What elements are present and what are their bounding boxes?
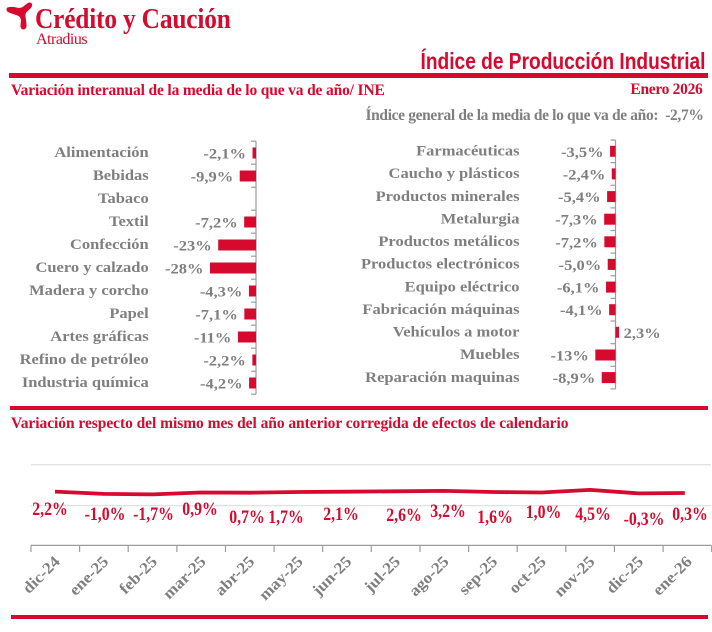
- svg-text:-7,3%: -7,3%: [555, 212, 598, 228]
- svg-text:dic-25: dic-25: [602, 552, 647, 597]
- svg-text:Productos electrónicos: Productos electrónicos: [361, 256, 520, 272]
- svg-text:ene-25: ene-25: [65, 552, 112, 599]
- svg-text:feb-25: feb-25: [115, 552, 160, 597]
- svg-text:-11%: -11%: [194, 330, 232, 346]
- svg-text:2,2%: 2,2%: [32, 499, 68, 519]
- svg-text:Confección: Confección: [70, 237, 149, 253]
- svg-text:1,0%: 1,0%: [526, 502, 562, 522]
- svg-text:Cuero y calzado: Cuero y calzado: [35, 260, 148, 276]
- svg-text:-13%: -13%: [550, 348, 588, 364]
- svg-text:-2,4%: -2,4%: [563, 167, 606, 183]
- svg-text:Textil: Textil: [109, 214, 149, 230]
- svg-text:Bebidas: Bebidas: [93, 168, 149, 184]
- svg-text:Madera y corcho: Madera y corcho: [29, 283, 149, 299]
- svg-text:-2,1%: -2,1%: [203, 146, 246, 162]
- svg-text:jul-25: jul-25: [360, 552, 404, 596]
- svg-text:1,6%: 1,6%: [477, 507, 513, 527]
- svg-text:-4,2%: -4,2%: [200, 376, 243, 392]
- svg-text:Industria química: Industria química: [22, 375, 149, 391]
- svg-text:-5,0%: -5,0%: [559, 258, 602, 274]
- svg-text:-6,1%: -6,1%: [557, 280, 600, 296]
- svg-text:Metalurgia: Metalurgia: [441, 211, 520, 227]
- svg-text:-4,3%: -4,3%: [200, 284, 243, 300]
- svg-text:Farmacéuticas: Farmacéuticas: [416, 143, 519, 159]
- svg-text:Muebles: Muebles: [460, 347, 520, 363]
- svg-text:1,7%: 1,7%: [268, 507, 304, 527]
- svg-text:0,7%: 0,7%: [229, 507, 265, 527]
- svg-text:2,1%: 2,1%: [323, 504, 359, 524]
- svg-text:jun-25: jun-25: [308, 552, 356, 600]
- svg-text:Artes gráficas: Artes gráficas: [50, 329, 148, 345]
- svg-text:sep-25: sep-25: [455, 552, 501, 598]
- svg-text:nov-25: nov-25: [550, 552, 598, 600]
- svg-text:Equipo eléctrico: Equipo eléctrico: [405, 279, 520, 295]
- svg-text:-1,0%: -1,0%: [85, 504, 126, 524]
- svg-text:dic-24: dic-24: [19, 552, 64, 597]
- svg-text:0,9%: 0,9%: [182, 499, 218, 519]
- svg-text:abr-25: abr-25: [211, 552, 258, 599]
- svg-text:4,5%: 4,5%: [575, 504, 611, 524]
- svg-text:Refino de petróleo: Refino de petróleo: [20, 352, 149, 368]
- svg-text:-8,9%: -8,9%: [553, 371, 596, 387]
- svg-text:-4,1%: -4,1%: [560, 303, 603, 319]
- svg-text:-1,7%: -1,7%: [133, 504, 174, 524]
- svg-text:-2,2%: -2,2%: [203, 353, 246, 369]
- svg-text:3,2%: 3,2%: [430, 501, 466, 521]
- svg-text:2,3%: 2,3%: [624, 325, 661, 341]
- svg-text:Vehículos a motor: Vehículos a motor: [393, 324, 520, 340]
- svg-text:0,3%: 0,3%: [672, 504, 708, 524]
- svg-text:Fabricación máquinas: Fabricación máquinas: [362, 302, 519, 318]
- svg-text:Papel: Papel: [109, 306, 149, 322]
- svg-text:-3,5%: -3,5%: [561, 144, 604, 160]
- svg-text:may-25: may-25: [255, 552, 307, 604]
- svg-text:Productos minerales: Productos minerales: [376, 188, 520, 204]
- svg-text:-5,4%: -5,4%: [558, 190, 601, 206]
- svg-text:-23%: -23%: [173, 238, 211, 254]
- svg-text:-7,2%: -7,2%: [195, 215, 238, 231]
- svg-text:mar-25: mar-25: [159, 552, 209, 602]
- svg-text:Caucho y plásticos: Caucho y plásticos: [389, 166, 520, 182]
- svg-text:-9,9%: -9,9%: [191, 169, 234, 185]
- svg-text:Productos metálicos: Productos metálicos: [378, 234, 519, 250]
- svg-text:Reparación maquinas: Reparación maquinas: [365, 369, 519, 385]
- svg-text:-0,3%: -0,3%: [624, 509, 665, 529]
- svg-text:-7,2%: -7,2%: [555, 235, 598, 251]
- svg-text:2,6%: 2,6%: [386, 505, 422, 525]
- svg-text:-28%: -28%: [165, 261, 203, 277]
- svg-text:Tabaco: Tabaco: [98, 191, 149, 207]
- svg-text:Alimentación: Alimentación: [54, 145, 149, 161]
- svg-text:-7,1%: -7,1%: [195, 307, 238, 323]
- svg-text:ene-26: ene-26: [649, 552, 696, 599]
- svg-text:oct-25: oct-25: [505, 552, 550, 597]
- svg-text:ago-25: ago-25: [405, 552, 453, 600]
